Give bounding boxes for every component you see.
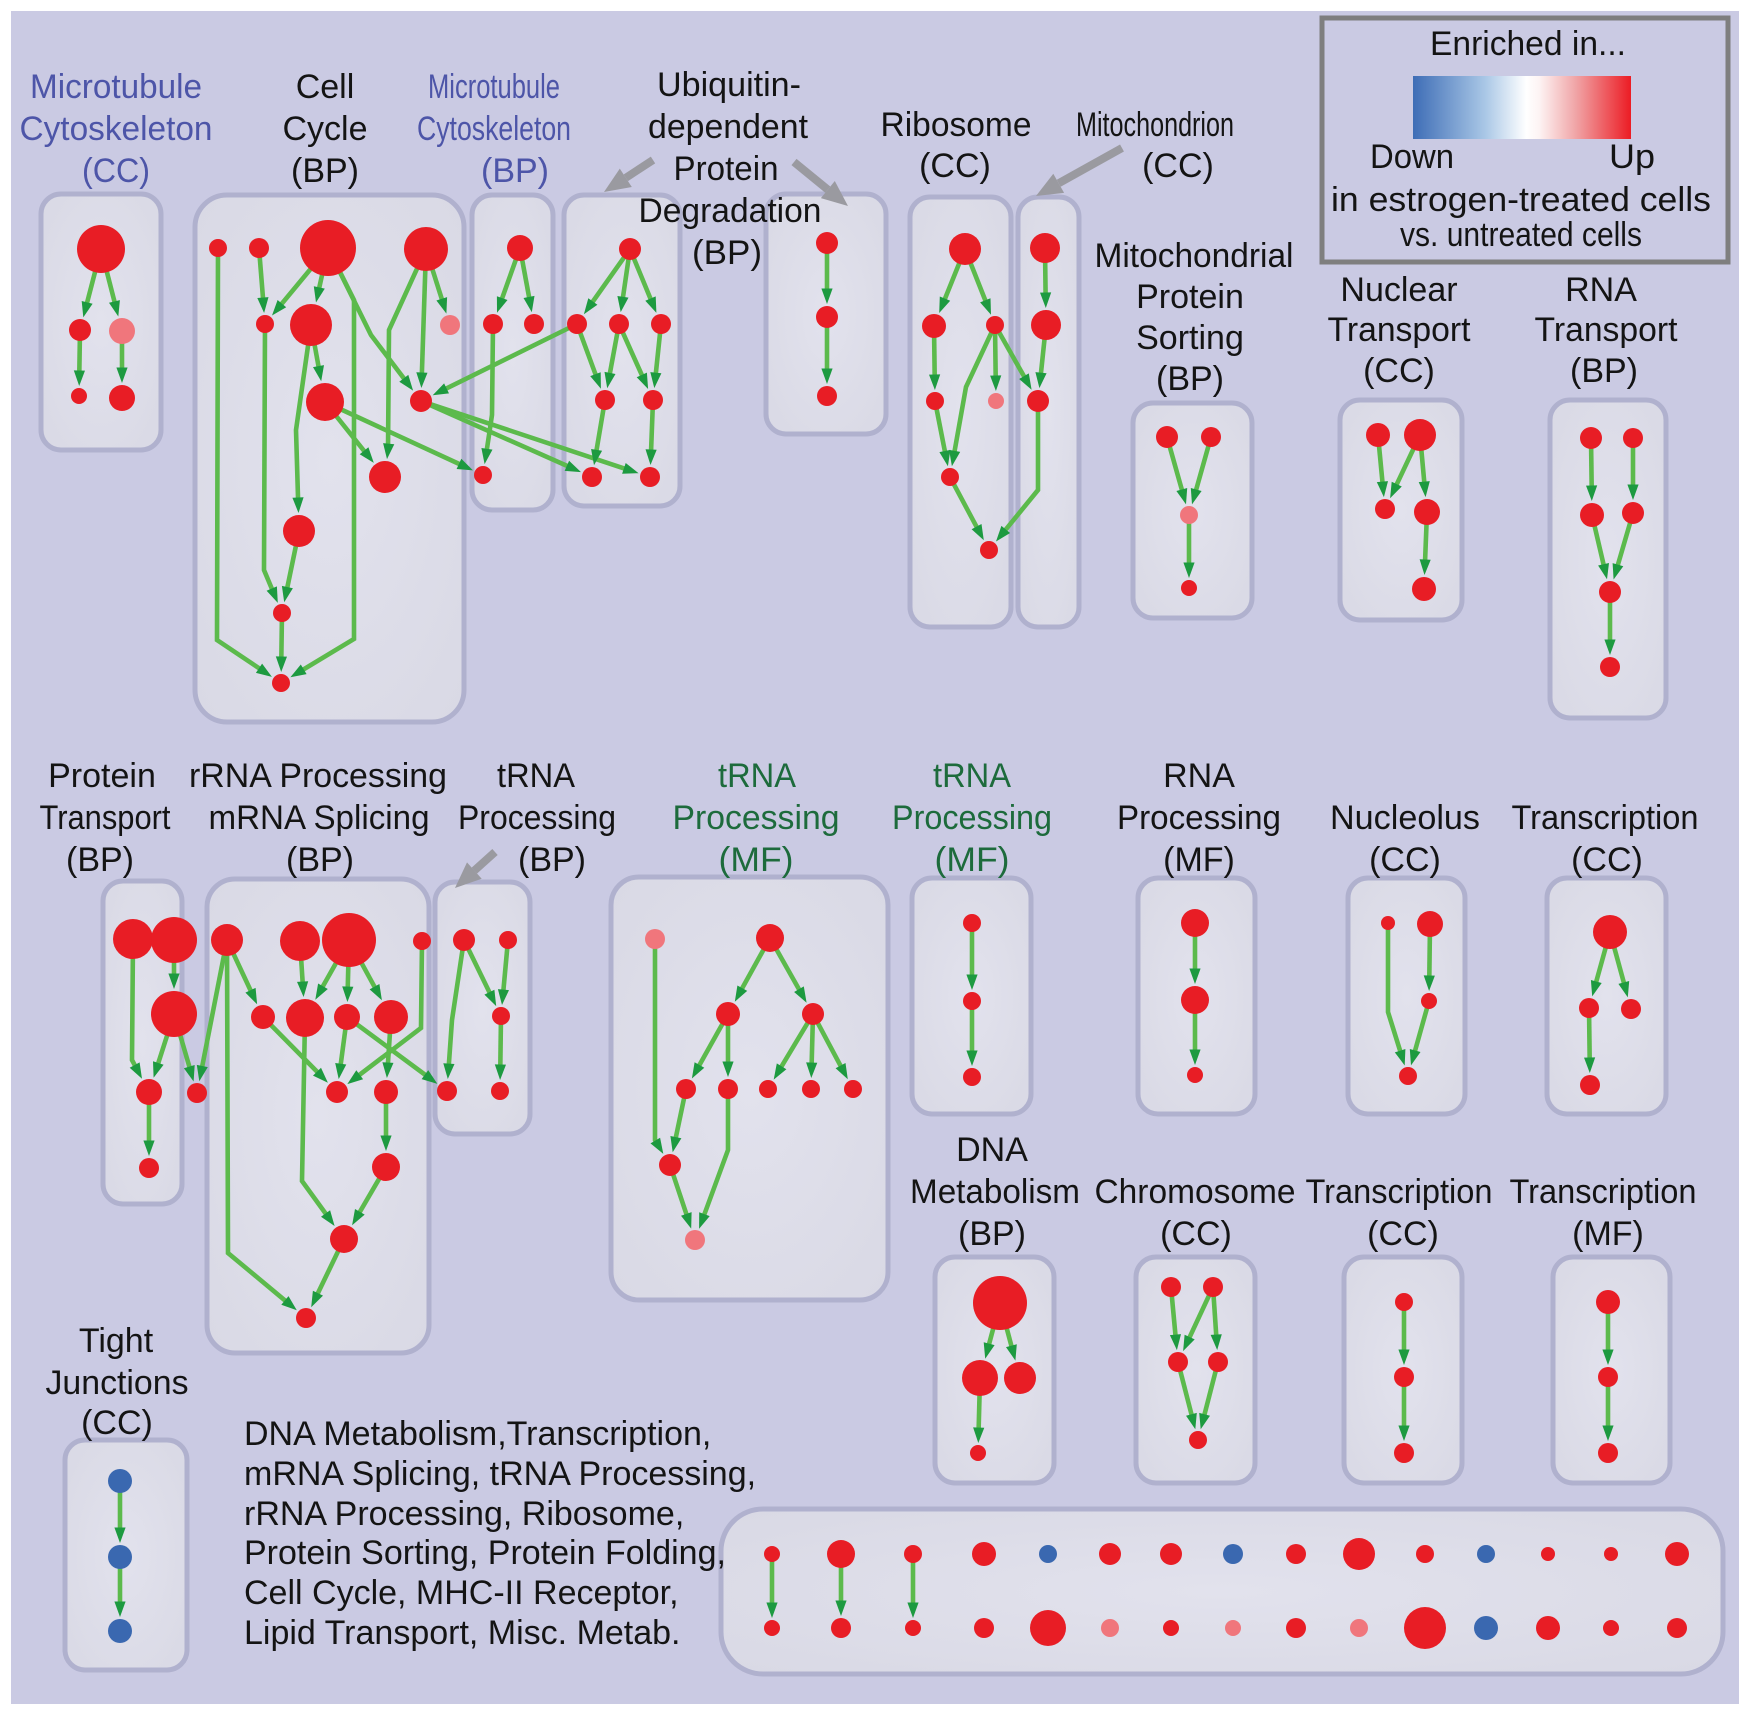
- svg-text:Mitochondrion: Mitochondrion: [1076, 106, 1234, 144]
- svg-text:Mitochondrial: Mitochondrial: [1095, 237, 1294, 275]
- svg-text:tRNA: tRNA: [497, 757, 575, 795]
- svg-text:Cytoskeleton: Cytoskeleton: [20, 110, 213, 148]
- svg-text:(MF): (MF): [719, 841, 794, 879]
- svg-text:Nuclear: Nuclear: [1340, 271, 1457, 309]
- svg-text:Cell: Cell: [296, 68, 355, 106]
- svg-text:Nucleolus: Nucleolus: [1330, 799, 1480, 837]
- svg-text:(BP): (BP): [66, 841, 134, 879]
- svg-text:Metabolism: Metabolism: [910, 1173, 1080, 1211]
- svg-text:Processing: Processing: [673, 799, 840, 837]
- svg-text:(CC): (CC): [1571, 841, 1643, 879]
- svg-text:(BP): (BP): [286, 841, 354, 879]
- svg-text:(CC): (CC): [1142, 147, 1214, 185]
- svg-text:Up: Up: [1609, 138, 1655, 176]
- svg-text:tRNA: tRNA: [933, 757, 1011, 795]
- svg-text:(CC): (CC): [82, 152, 150, 190]
- svg-text:Enriched in...: Enriched in...: [1430, 25, 1626, 63]
- svg-text:Cycle: Cycle: [282, 110, 367, 148]
- svg-text:dependent: dependent: [648, 108, 809, 146]
- svg-text:Transcription: Transcription: [1306, 1173, 1493, 1211]
- svg-text:mRNA Splicing: mRNA Splicing: [209, 799, 430, 837]
- svg-text:(BP): (BP): [291, 152, 359, 190]
- svg-text:(BP): (BP): [692, 234, 762, 272]
- svg-text:Processing: Processing: [458, 799, 616, 837]
- svg-text:DNA: DNA: [956, 1131, 1028, 1169]
- svg-text:Cell Cycle, MHC-II Receptor,: Cell Cycle, MHC-II Receptor,: [244, 1574, 679, 1612]
- svg-text:Protein: Protein: [48, 757, 156, 795]
- svg-text:(BP): (BP): [481, 152, 549, 190]
- svg-text:Junctions: Junctions: [46, 1364, 189, 1402]
- svg-text:(MF): (MF): [935, 841, 1010, 879]
- svg-text:mRNA Splicing, tRNA Processing: mRNA Splicing, tRNA Processing,: [244, 1455, 756, 1493]
- svg-text:rRNA Processing: rRNA Processing: [189, 757, 447, 795]
- svg-text:rRNA Processing, Ribosome,: rRNA Processing, Ribosome,: [244, 1495, 684, 1533]
- svg-text:Cytoskeleton: Cytoskeleton: [417, 110, 571, 148]
- svg-text:Down: Down: [1370, 138, 1454, 176]
- svg-text:(CC): (CC): [81, 1404, 153, 1442]
- svg-text:(BP): (BP): [518, 841, 586, 879]
- svg-text:(CC): (CC): [1367, 1215, 1439, 1253]
- svg-text:tRNA: tRNA: [718, 757, 796, 795]
- svg-text:Processing: Processing: [1117, 799, 1281, 837]
- svg-text:Transcription: Transcription: [1510, 1173, 1697, 1211]
- svg-text:Microtubule: Microtubule: [30, 68, 202, 106]
- svg-text:RNA: RNA: [1163, 757, 1235, 795]
- svg-text:(BP): (BP): [1156, 360, 1224, 398]
- svg-text:DNA Metabolism,Transcription,: DNA Metabolism,Transcription,: [244, 1415, 711, 1453]
- svg-text:Protein: Protein: [1136, 278, 1244, 316]
- svg-text:Transcription: Transcription: [1512, 799, 1699, 837]
- svg-text:Transport: Transport: [1328, 311, 1472, 349]
- svg-text:(CC): (CC): [1369, 841, 1441, 879]
- svg-text:Transport: Transport: [1535, 311, 1679, 349]
- svg-text:Lipid Transport, Misc. Metab.: Lipid Transport, Misc. Metab.: [244, 1614, 681, 1652]
- svg-text:Ubiquitin-: Ubiquitin-: [657, 66, 801, 104]
- svg-text:(MF): (MF): [1163, 841, 1235, 879]
- svg-text:Processing: Processing: [892, 799, 1052, 837]
- svg-text:(CC): (CC): [919, 147, 991, 185]
- svg-text:in estrogen-treated cells: in estrogen-treated cells: [1331, 181, 1711, 219]
- svg-text:Ribosome: Ribosome: [881, 106, 1032, 144]
- svg-text:Protein Sorting, Protein Foldi: Protein Sorting, Protein Folding,: [244, 1534, 726, 1572]
- svg-text:Transport: Transport: [40, 799, 172, 837]
- svg-text:(CC): (CC): [1160, 1215, 1232, 1253]
- svg-text:Protein: Protein: [674, 150, 779, 188]
- svg-text:(MF): (MF): [1572, 1215, 1644, 1253]
- svg-text:Microtubule: Microtubule: [428, 68, 560, 106]
- svg-text:RNA: RNA: [1565, 271, 1637, 309]
- svg-text:Sorting: Sorting: [1136, 319, 1244, 357]
- svg-text:(BP): (BP): [1570, 352, 1638, 390]
- svg-text:vs. untreated cells: vs. untreated cells: [1400, 216, 1642, 254]
- svg-text:Chromosome: Chromosome: [1095, 1173, 1296, 1211]
- svg-text:(BP): (BP): [958, 1215, 1026, 1253]
- svg-text:Tight: Tight: [79, 1322, 154, 1360]
- svg-text:Degradation: Degradation: [639, 192, 822, 230]
- svg-text:(CC): (CC): [1363, 352, 1435, 390]
